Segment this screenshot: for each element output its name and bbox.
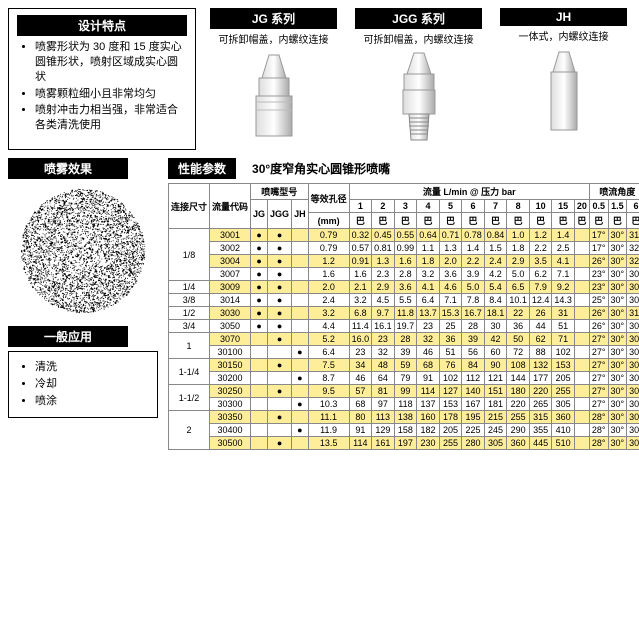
app-item: 喷涂: [35, 394, 149, 409]
nozzle-image: [206, 50, 341, 150]
perf-sub: 30°度窄角实心圆锥形喷嘴: [252, 160, 390, 177]
performance-table: 连接尺寸流量代码喷嘴型号等效孔径流量 L/min @ 压力 bar喷流角度JGJ…: [168, 183, 639, 450]
right-column: 性能参数 30°度窄角实心圆锥形喷嘴 连接尺寸流量代码喷嘴型号等效孔径流量 L/…: [168, 158, 639, 450]
feature-item: 喷射冲击力相当强，非常适合各类清洗使用: [35, 103, 187, 133]
series-sub: 一体式，内螺纹连接: [496, 28, 631, 43]
app-item: 冷却: [35, 377, 149, 392]
features-box: 设计特点 喷雾形状为 30 度和 15 度实心圆锥形状，喷射区域成实心圆状 喷雾…: [8, 8, 196, 150]
series-name: JH: [500, 8, 627, 26]
spray-effect-title: 喷雾效果: [8, 158, 128, 179]
series-name: JGG 系列: [355, 8, 482, 29]
series-name: JG 系列: [210, 8, 337, 29]
app-item: 清洗: [35, 360, 149, 375]
features-title: 设计特点: [17, 15, 187, 36]
app-list: 清洗 冷却 喷涂: [17, 360, 149, 409]
nozzle-image: [496, 47, 631, 147]
perf-header: 性能参数 30°度窄角实心圆锥形喷嘴: [168, 158, 639, 179]
series-jh: JH 一体式，内螺纹连接: [496, 8, 631, 150]
spray-pattern-image: [8, 183, 158, 318]
series-sub: 可拆卸帽盖，内螺纹连接: [351, 31, 486, 46]
feature-item: 喷雾形状为 30 度和 15 度实心圆锥形状，喷射区域成实心圆状: [35, 40, 187, 85]
series-sub: 可拆卸帽盖，内螺纹连接: [206, 31, 341, 46]
feature-item: 喷雾颗粒细小且非常均匀: [35, 87, 187, 102]
mid-row: 喷雾效果 一般应用 清洗 冷却 喷涂 性能参数 30°度窄角实心圆锥形喷嘴 连接…: [8, 158, 631, 450]
app-title: 一般应用: [8, 326, 128, 347]
perf-title: 性能参数: [168, 158, 236, 179]
top-row: 设计特点 喷雾形状为 30 度和 15 度实心圆锥形状，喷射区域成实心圆状 喷雾…: [8, 8, 631, 150]
left-column: 喷雾效果 一般应用 清洗 冷却 喷涂: [8, 158, 158, 418]
series-jg: JG 系列 可拆卸帽盖，内螺纹连接: [206, 8, 341, 150]
nozzle-image: [351, 50, 486, 150]
app-box: 清洗 冷却 喷涂: [8, 351, 158, 418]
features-list: 喷雾形状为 30 度和 15 度实心圆锥形状，喷射区域成实心圆状 喷雾颗粒细小且…: [17, 40, 187, 133]
series-jgg: JGG 系列 可拆卸帽盖，内螺纹连接: [351, 8, 486, 150]
